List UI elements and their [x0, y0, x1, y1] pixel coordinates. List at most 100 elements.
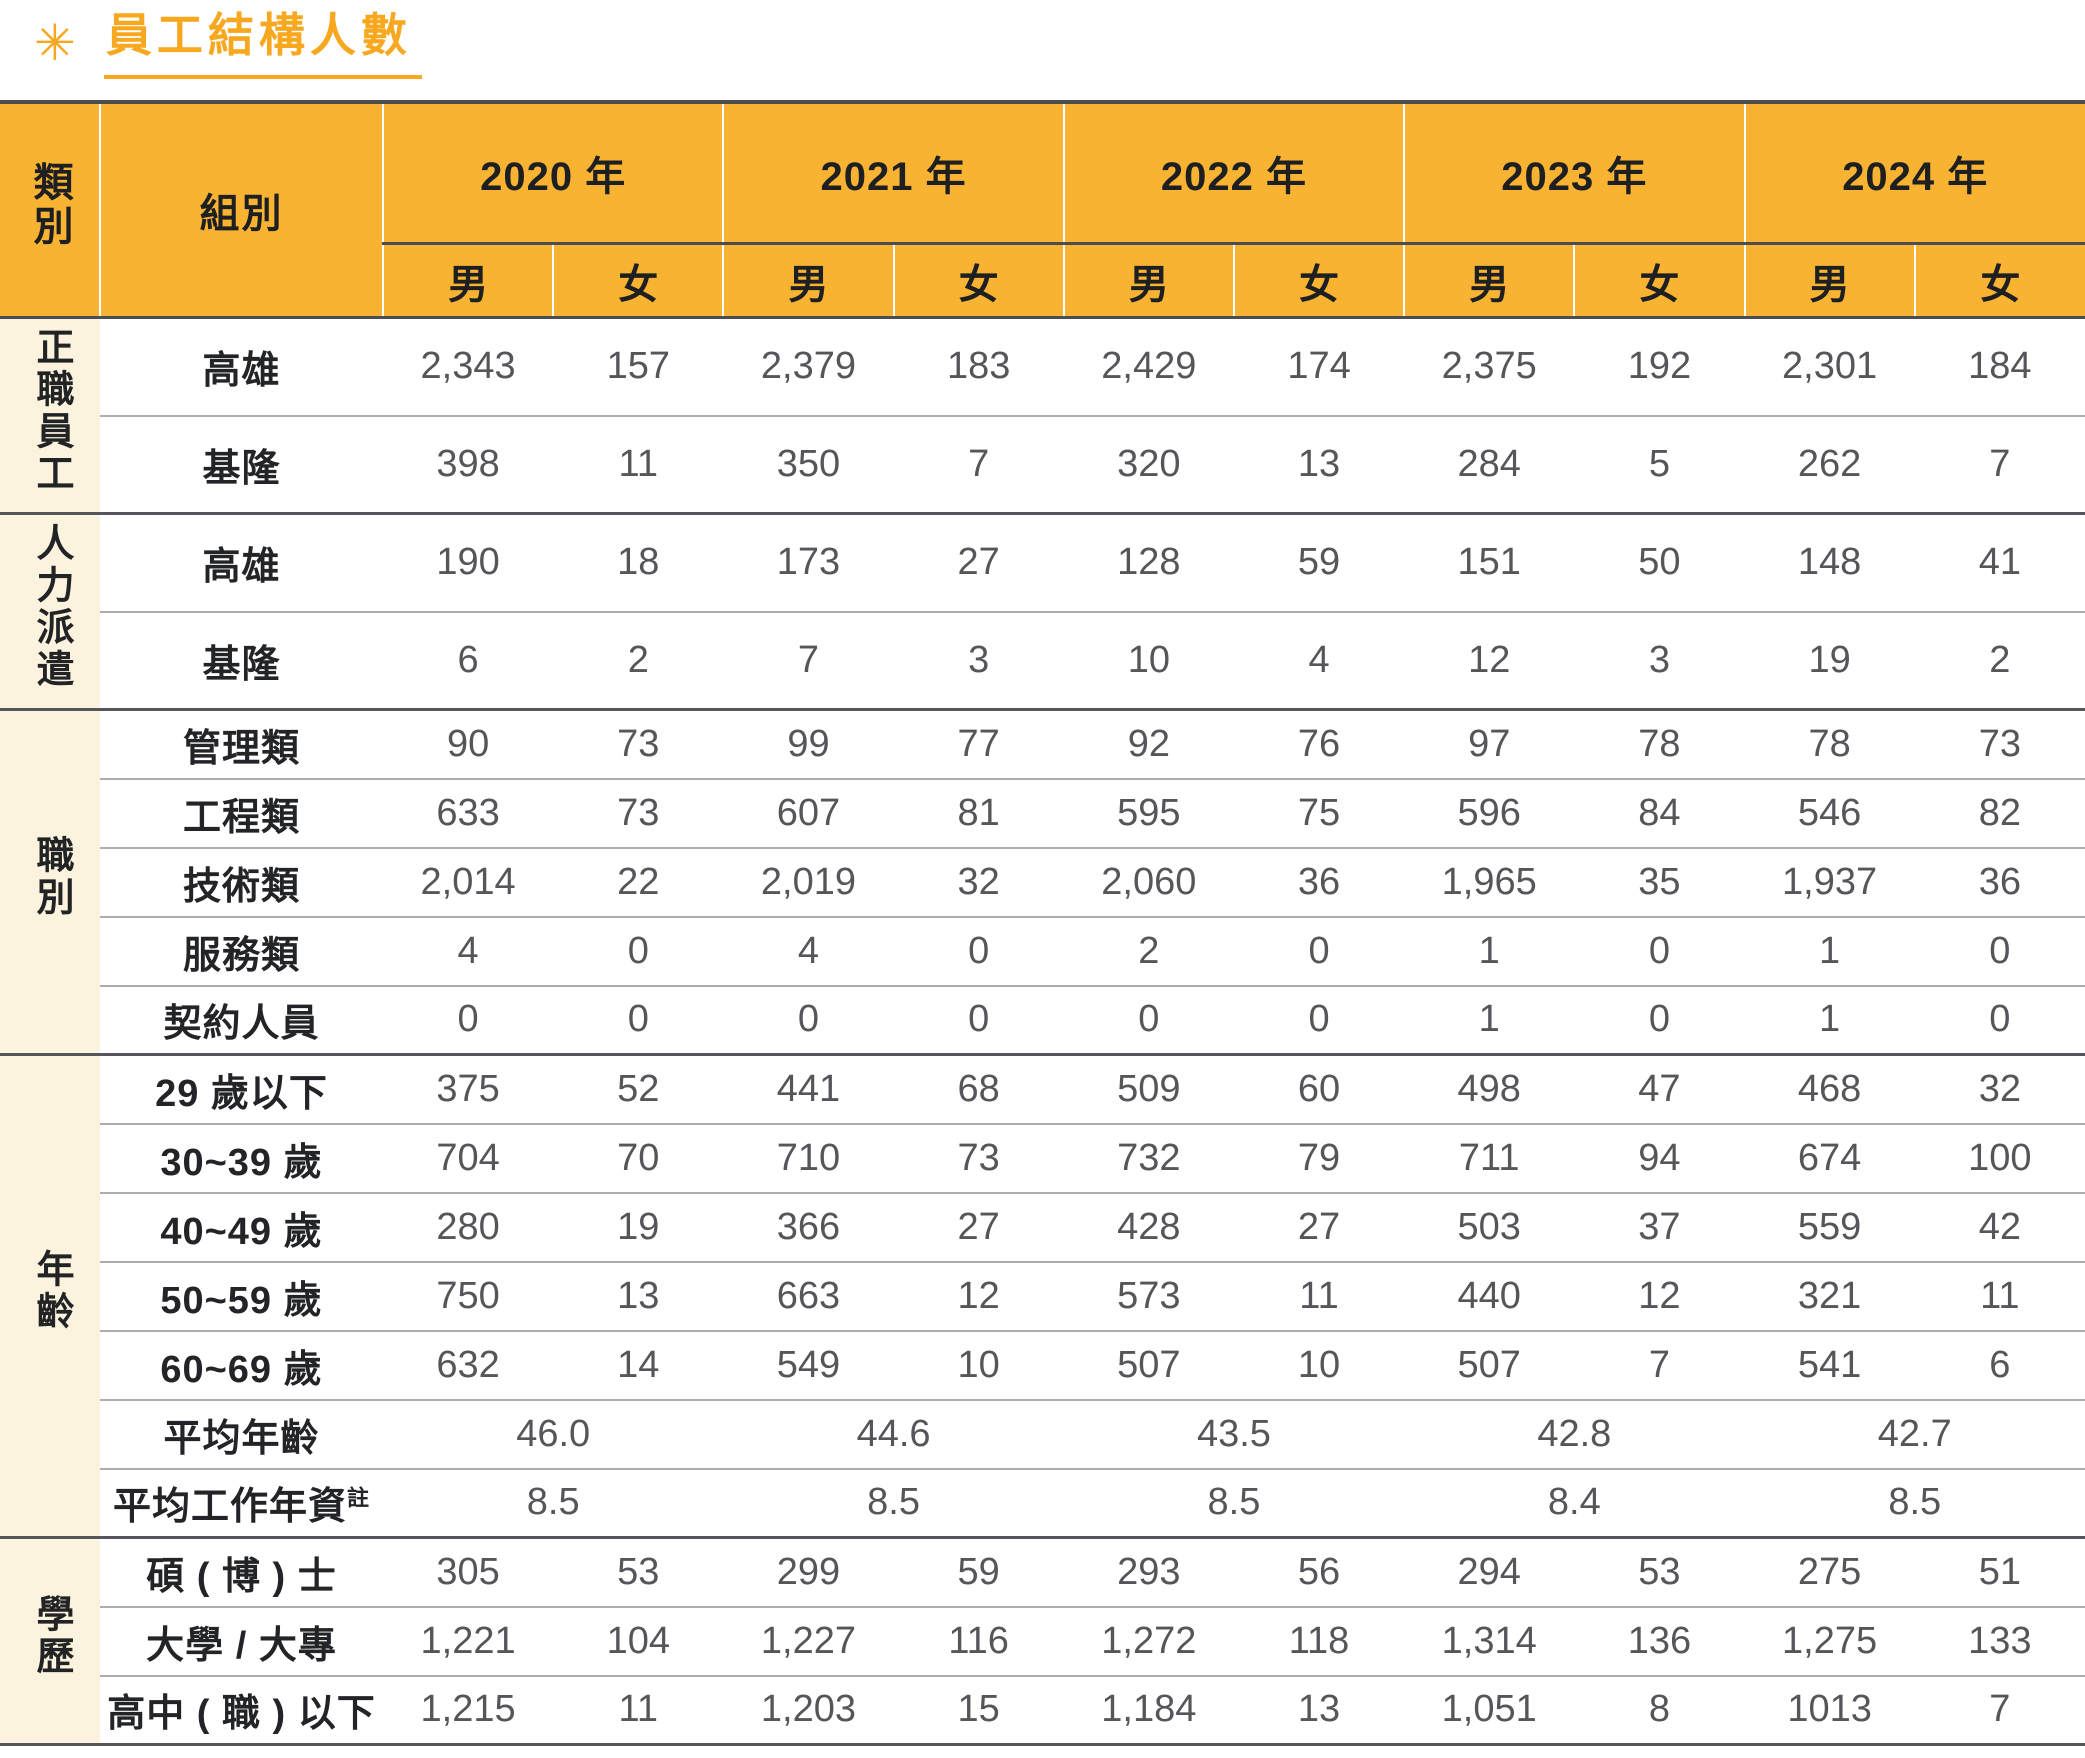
value-cell: 498 — [1404, 1054, 1575, 1125]
value-cell: 92 — [1063, 709, 1234, 780]
row-label: 服務類 — [100, 916, 383, 987]
value-cell: 1 — [1404, 985, 1575, 1056]
value-cell: 507 — [1063, 1330, 1234, 1401]
value-cell: 42 — [1914, 1192, 2085, 1263]
value-cell: 1,272 — [1063, 1606, 1234, 1677]
value-cell: 633 — [383, 778, 554, 849]
value-cell: 13 — [1233, 415, 1405, 515]
value-cell: 704 — [383, 1123, 554, 1194]
value-cell: 8.5 — [723, 1468, 1064, 1539]
header-male: 男 — [381, 243, 554, 319]
value-cell: 73 — [893, 1123, 1064, 1194]
value-cell: 13 — [1233, 1675, 1405, 1746]
row-label: 契約人員 — [100, 985, 383, 1056]
value-cell: 750 — [383, 1261, 554, 1332]
value-cell: 118 — [1233, 1606, 1405, 1677]
value-cell: 11 — [553, 1675, 724, 1746]
value-cell: 1 — [1744, 985, 1915, 1056]
header-female: 女 — [892, 243, 1064, 319]
table-row: 服務類 4 0 4 0 2 0 1 0 1 0 — [0, 916, 2085, 987]
value-cell: 7 — [1914, 415, 2085, 515]
value-cell: 2,060 — [1063, 847, 1234, 918]
value-cell: 60 — [1233, 1054, 1405, 1125]
value-cell: 151 — [1404, 513, 1575, 613]
value-cell: 104 — [553, 1606, 724, 1677]
value-cell: 77 — [893, 709, 1064, 780]
table-row: 學歷 碩 ( 博 ) 士 305 53 299 59 293 56 294 53… — [0, 1537, 2085, 1746]
value-cell: 47 — [1574, 1054, 1745, 1125]
value-cell: 1,965 — [1404, 847, 1575, 918]
value-cell: 42.8 — [1404, 1399, 1745, 1470]
value-cell: 546 — [1744, 778, 1915, 849]
value-cell: 174 — [1233, 317, 1405, 417]
value-cell: 1,221 — [383, 1606, 554, 1677]
header-female: 女 — [1573, 243, 1745, 319]
table-row: 50~59 歲 750 13 663 12 573 11 440 12 321 … — [0, 1261, 2085, 1332]
value-cell: 79 — [1233, 1123, 1405, 1194]
row-label: 高雄 — [100, 513, 383, 613]
value-cell: 73 — [553, 778, 724, 849]
value-cell: 294 — [1404, 1537, 1575, 1608]
value-cell: 350 — [723, 415, 894, 515]
value-cell: 184 — [1914, 317, 2085, 417]
value-cell: 1 — [1404, 916, 1575, 987]
value-cell: 27 — [893, 1192, 1064, 1263]
value-cell: 0 — [553, 916, 724, 987]
asterisk-icon: ✳ — [34, 15, 76, 71]
table-row: 技術類 2,014 22 2,019 32 2,060 36 1,965 35 … — [0, 847, 2085, 918]
value-cell: 2,375 — [1404, 317, 1575, 417]
value-cell: 732 — [1063, 1123, 1234, 1194]
table-row: 基隆 6 2 7 3 10 4 12 3 19 2 — [0, 611, 2085, 711]
value-cell: 2 — [1063, 916, 1234, 987]
value-cell: 1,275 — [1744, 1606, 1915, 1677]
table-body: 正職員工 高雄 2,343 157 2,379 183 2,429 174 2,… — [0, 317, 2085, 1746]
value-cell: 41 — [1914, 513, 2085, 613]
header-year-2023: 2023 年 — [1403, 102, 1745, 245]
value-cell: 441 — [723, 1054, 894, 1125]
value-cell: 68 — [893, 1054, 1064, 1125]
value-cell: 503 — [1404, 1192, 1575, 1263]
table-row-average-tenure: 平均工作年資註 8.5 8.5 8.5 8.4 8.5 — [0, 1468, 2085, 1539]
table-row: 基隆 398 11 350 7 320 13 284 5 262 7 — [0, 415, 2085, 515]
value-cell: 43.5 — [1063, 1399, 1405, 1470]
value-cell: 59 — [1233, 513, 1405, 613]
value-cell: 128 — [1063, 513, 1234, 613]
value-cell: 22 — [553, 847, 724, 918]
value-cell: 44.6 — [723, 1399, 1064, 1470]
value-cell: 190 — [383, 513, 554, 613]
header-category: 類別 — [0, 102, 101, 319]
value-cell: 7 — [1914, 1675, 2085, 1746]
value-cell: 8.4 — [1404, 1468, 1745, 1539]
table-row: 40~49 歲 280 19 366 27 428 27 503 37 559 … — [0, 1192, 2085, 1263]
value-cell: 11 — [1914, 1261, 2085, 1332]
value-cell: 192 — [1574, 317, 1745, 417]
value-cell: 305 — [383, 1537, 554, 1608]
header-male: 男 — [1403, 243, 1575, 319]
value-cell: 0 — [723, 985, 894, 1056]
value-cell: 507 — [1404, 1330, 1575, 1401]
value-cell: 27 — [1233, 1192, 1405, 1263]
value-cell: 0 — [1233, 916, 1405, 987]
value-cell: 549 — [723, 1330, 894, 1401]
value-cell: 90 — [383, 709, 554, 780]
value-cell: 32 — [1914, 1054, 2085, 1125]
value-cell: 78 — [1574, 709, 1745, 780]
value-cell: 70 — [553, 1123, 724, 1194]
value-cell: 663 — [723, 1261, 894, 1332]
value-cell: 0 — [1914, 916, 2085, 987]
value-cell: 7 — [893, 415, 1064, 515]
value-cell: 1,937 — [1744, 847, 1915, 918]
value-cell: 0 — [893, 916, 1064, 987]
value-cell: 19 — [1744, 611, 1915, 711]
value-cell: 15 — [893, 1675, 1064, 1746]
value-cell: 0 — [383, 985, 554, 1056]
value-cell: 1 — [1744, 916, 1915, 987]
value-cell: 81 — [893, 778, 1064, 849]
header-female: 女 — [552, 243, 724, 319]
header-year-2024: 2024 年 — [1743, 102, 2085, 245]
value-cell: 4 — [383, 916, 554, 987]
value-cell: 2,014 — [383, 847, 554, 918]
value-cell: 275 — [1744, 1537, 1915, 1608]
header-year-2021: 2021 年 — [722, 102, 1064, 245]
gender-header-row: 男 女 男 女 男 女 男 女 男 女 — [0, 243, 2085, 319]
